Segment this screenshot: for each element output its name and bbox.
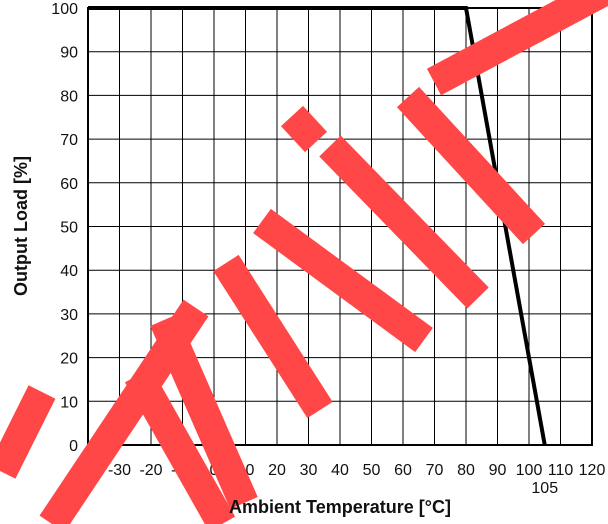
watermark-stroke — [213, 254, 333, 419]
series — [88, 6, 547, 446]
y-tick-label: 100 — [51, 1, 78, 18]
x-tick-label: 110 — [548, 462, 574, 479]
y-tick-label: 10 — [60, 394, 78, 411]
x-tick-labels: -40 -30 -20 -10 0 10 20 30 40 50 60 70 80 90 100 110 120… — [76, 462, 605, 497]
x-tick-label: 80 — [457, 462, 475, 479]
x-tick-label: -20 — [139, 462, 162, 479]
x-tick-label: 120 — [579, 462, 606, 479]
x-annotation-label: 105 — [531, 480, 558, 497]
y-tick-label: 50 — [60, 220, 78, 237]
x-tick-label: 30 — [300, 462, 318, 479]
x-tick-label: -30 — [108, 462, 131, 479]
y-tick-labels: 0 10 20 30 40 50 60 70 80 90 100 — [51, 1, 78, 455]
derating-curve — [88, 6, 547, 446]
x-axis-title: Ambient Temperature [°C] — [229, 497, 451, 517]
watermark-stroke — [426, 0, 608, 96]
y-tick-label: 40 — [60, 263, 78, 280]
watermark-stroke — [0, 385, 56, 479]
y-tick-label: 30 — [60, 307, 78, 324]
y-tick-label: 20 — [60, 351, 78, 368]
y-tick-label: 70 — [60, 132, 78, 149]
y-axis-title: Output Load [%] — [11, 156, 31, 296]
y-tick-label: 80 — [60, 88, 78, 105]
x-tick-label: 60 — [394, 462, 412, 479]
y-tick-label: 0 — [69, 438, 78, 455]
x-tick-label: 40 — [331, 462, 349, 479]
x-tick-label: 90 — [489, 462, 507, 479]
watermark-stroke — [280, 105, 328, 153]
x-tick-label: 100 — [516, 462, 543, 479]
x-tick-label: 70 — [426, 462, 444, 479]
watermark-stroke — [253, 208, 433, 353]
watermark-stroke — [319, 135, 489, 309]
x-tick-label: 20 — [268, 462, 286, 479]
x-tick-label: 50 — [363, 462, 381, 479]
y-tick-label: 90 — [60, 45, 78, 62]
watermark-stroke — [150, 313, 258, 510]
watermark-stroke — [396, 86, 546, 245]
watermark-stroke — [124, 367, 236, 524]
y-tick-label: 60 — [60, 176, 78, 193]
